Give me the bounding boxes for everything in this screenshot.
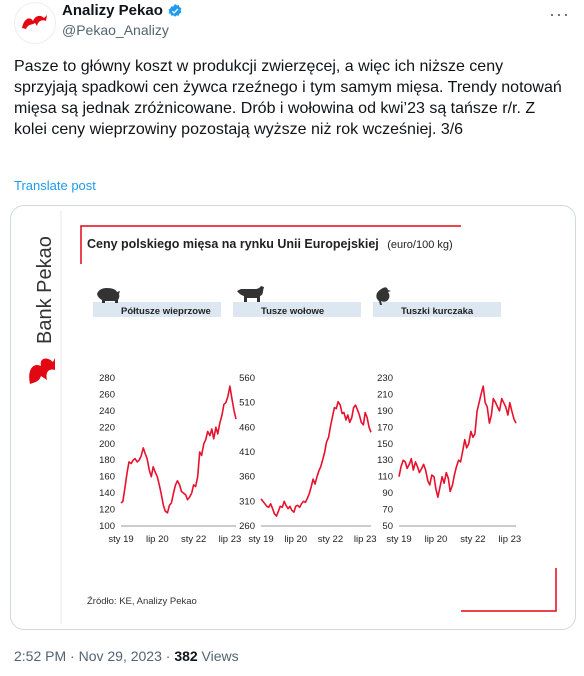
y-tick-label: 90 bbox=[382, 488, 393, 499]
panel-label: Półtusze wieprzowe bbox=[121, 306, 211, 317]
tweet-text: Pasze to główny koszt w produkcji zwierz… bbox=[14, 58, 567, 138]
y-tick-label: 70 bbox=[382, 505, 393, 516]
x-tick-label: sty 22 bbox=[460, 534, 485, 545]
x-tick-label: lip 20 bbox=[284, 534, 307, 545]
x-tick-label: lip 20 bbox=[146, 534, 169, 545]
x-tick-label: lip 23 bbox=[219, 534, 242, 545]
media-title-unit: (euro/100 kg) bbox=[387, 239, 452, 251]
bank-pekao-logo-icon bbox=[22, 15, 47, 29]
y-tick-label: 210 bbox=[377, 389, 393, 400]
tweet-media-image[interactable]: Bank Pekao Ceny polskiego mięsa na rynku… bbox=[10, 205, 576, 630]
series-line bbox=[120, 385, 237, 514]
y-tick-label: 460 bbox=[239, 422, 255, 433]
avatar[interactable] bbox=[14, 2, 56, 44]
y-tick-label: 310 bbox=[239, 496, 255, 507]
author-name[interactable]: Analizy Pekao bbox=[62, 2, 183, 19]
x-tick-label: sty 19 bbox=[386, 534, 411, 545]
y-tick-label: 280 bbox=[99, 373, 115, 384]
y-tick-label: 110 bbox=[378, 472, 393, 483]
x-tick-label: sty 22 bbox=[318, 534, 343, 545]
y-tick-label: 560 bbox=[239, 373, 255, 384]
x-tick-label: sty 22 bbox=[181, 534, 206, 545]
y-tick-label: 140 bbox=[99, 488, 115, 499]
views-label: Views bbox=[197, 648, 239, 664]
frame-top-left bbox=[80, 225, 461, 264]
brand-text: Bank Pekao bbox=[34, 236, 56, 344]
series-line bbox=[398, 385, 517, 499]
tweet-meta: 2:52 PM · Nov 29, 2023 · 382 Views bbox=[14, 648, 239, 664]
y-tick-label: 360 bbox=[239, 472, 255, 483]
x-tick-label: sty 19 bbox=[108, 534, 133, 545]
pig-icon bbox=[97, 288, 120, 303]
y-tick-label: 410 bbox=[239, 447, 255, 458]
more-options-icon[interactable]: ··· bbox=[549, 4, 570, 24]
panel-label-bg bbox=[373, 302, 501, 317]
x-tick-label: lip 20 bbox=[425, 534, 448, 545]
brand-bison-logo-icon bbox=[29, 358, 55, 384]
panel-label-bg bbox=[93, 302, 221, 317]
y-tick-label: 190 bbox=[377, 406, 393, 417]
chart-infographic: Bank Pekao Ceny polskiego mięsa na rynku… bbox=[29, 211, 557, 624]
y-tick-label: 160 bbox=[99, 472, 115, 483]
x-tick-label: sty 19 bbox=[248, 534, 273, 545]
verified-badge-icon bbox=[168, 3, 182, 17]
y-tick-label: 180 bbox=[99, 455, 115, 466]
y-tick-label: 50 bbox=[382, 521, 393, 532]
media-title-main: Ceny polskiego mięsa na rynku Unii Europ… bbox=[87, 237, 379, 251]
author-name-text: Analizy Pekao bbox=[62, 2, 163, 19]
panel-label-bg bbox=[233, 302, 361, 317]
translate-link[interactable]: Translate post bbox=[14, 178, 96, 193]
panel-label: Tusze wołowe bbox=[261, 306, 324, 317]
panel-label: Tuszki kurczaka bbox=[401, 306, 474, 317]
source-note: Źródło: KE, Analizy Pekao bbox=[87, 596, 197, 607]
y-tick-label: 240 bbox=[99, 406, 115, 417]
tweet-timestamp[interactable]: 2:52 PM · Nov 29, 2023 · bbox=[14, 648, 175, 664]
y-tick-label: 150 bbox=[377, 439, 393, 450]
y-tick-label: 130 bbox=[377, 455, 393, 466]
cow-icon bbox=[237, 286, 264, 302]
x-tick-label: lip 23 bbox=[354, 534, 377, 545]
series-line bbox=[260, 400, 372, 517]
y-tick-label: 170 bbox=[377, 422, 393, 433]
y-tick-label: 220 bbox=[99, 422, 115, 433]
author-handle[interactable]: @Pekao_Analizy bbox=[62, 22, 169, 38]
y-tick-label: 200 bbox=[99, 439, 115, 450]
y-tick-label: 260 bbox=[239, 521, 255, 532]
frame-bottom-right bbox=[461, 568, 557, 612]
y-tick-label: 120 bbox=[99, 505, 115, 516]
y-tick-label: 260 bbox=[99, 389, 115, 400]
x-tick-label: lip 23 bbox=[498, 534, 521, 545]
y-tick-label: 100 bbox=[99, 521, 115, 532]
y-tick-label: 230 bbox=[377, 373, 393, 384]
chicken-icon bbox=[376, 287, 391, 305]
view-count: 382 bbox=[174, 648, 198, 664]
media-title: Ceny polskiego mięsa na rynku Unii Europ… bbox=[87, 235, 453, 252]
y-tick-label: 510 bbox=[239, 398, 255, 409]
